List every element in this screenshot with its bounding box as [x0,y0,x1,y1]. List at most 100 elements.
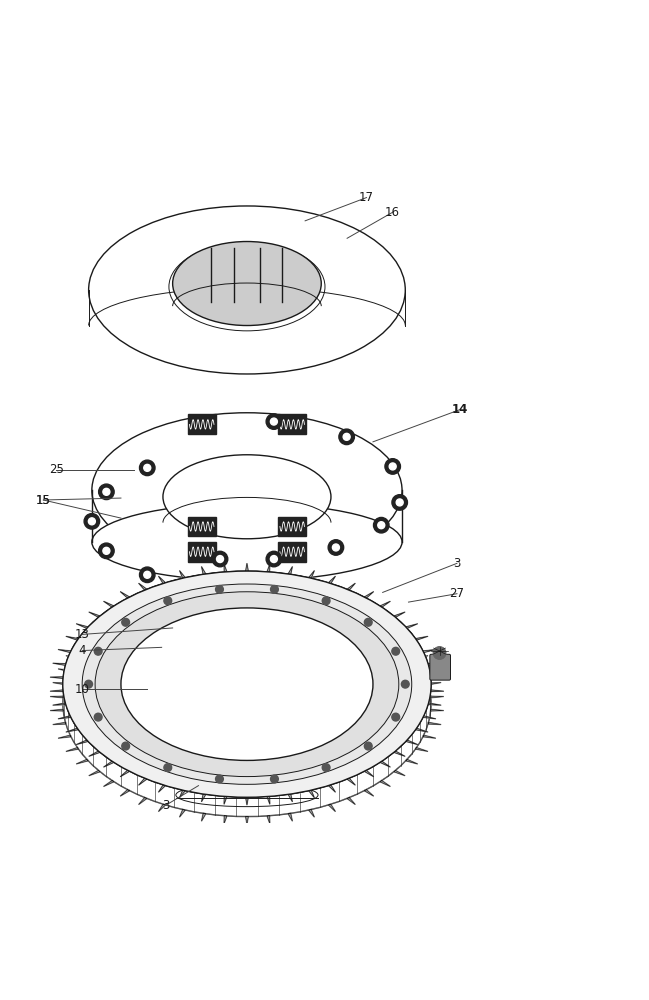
Polygon shape [401,735,418,746]
Text: 15: 15 [36,493,51,506]
Text: 14: 14 [452,403,469,416]
Ellipse shape [163,455,331,539]
Polygon shape [215,815,236,824]
Circle shape [144,571,151,578]
Polygon shape [411,633,428,645]
Polygon shape [357,766,374,777]
Polygon shape [120,786,137,796]
Polygon shape [258,815,279,824]
Polygon shape [339,583,357,593]
Polygon shape [320,782,339,792]
Text: 10: 10 [75,683,90,696]
Circle shape [140,567,155,583]
Circle shape [215,775,223,783]
Polygon shape [66,653,82,665]
Polygon shape [58,645,74,658]
Polygon shape [278,542,306,562]
Polygon shape [155,782,174,792]
Polygon shape [279,586,300,595]
Polygon shape [426,717,441,730]
FancyBboxPatch shape [430,654,450,680]
Ellipse shape [82,584,411,784]
Ellipse shape [63,571,431,797]
Circle shape [215,585,223,593]
Polygon shape [137,794,155,805]
Polygon shape [53,658,67,671]
Polygon shape [53,717,67,730]
Polygon shape [236,816,258,824]
Circle shape [323,764,330,771]
Circle shape [364,618,372,626]
Polygon shape [388,746,405,757]
Polygon shape [174,788,194,798]
Polygon shape [320,576,339,586]
Circle shape [332,544,339,551]
Circle shape [364,742,372,750]
Polygon shape [194,586,215,595]
Circle shape [378,522,385,529]
Ellipse shape [92,413,402,568]
Polygon shape [104,621,121,631]
Circle shape [103,488,110,495]
Polygon shape [373,621,390,631]
Polygon shape [373,776,390,786]
Polygon shape [388,611,405,622]
Polygon shape [300,788,320,798]
Ellipse shape [173,242,321,326]
Polygon shape [50,671,64,684]
Circle shape [99,484,114,500]
Polygon shape [357,592,374,602]
Polygon shape [236,563,258,571]
Polygon shape [411,742,428,754]
Polygon shape [401,622,418,633]
Circle shape [396,499,403,506]
Polygon shape [155,801,174,812]
Circle shape [164,764,172,771]
Polygon shape [77,754,93,766]
Ellipse shape [95,592,399,777]
Polygon shape [50,690,64,704]
Polygon shape [155,596,174,606]
Circle shape [88,518,95,525]
Polygon shape [89,766,106,776]
Circle shape [94,713,102,721]
Polygon shape [174,571,194,580]
Circle shape [392,647,400,655]
Circle shape [385,459,400,474]
Polygon shape [420,710,435,723]
Polygon shape [194,793,215,802]
Polygon shape [401,754,418,766]
Polygon shape [89,746,106,757]
Ellipse shape [89,206,405,374]
Ellipse shape [121,608,373,760]
Polygon shape [104,757,121,767]
Polygon shape [388,631,405,641]
Polygon shape [89,631,106,641]
Polygon shape [420,730,435,742]
Polygon shape [215,584,236,592]
Circle shape [271,418,277,425]
Polygon shape [420,645,435,658]
Polygon shape [278,517,306,536]
Circle shape [271,775,278,783]
Polygon shape [120,611,137,621]
Circle shape [433,647,446,659]
Polygon shape [174,807,194,817]
Polygon shape [174,590,194,600]
Circle shape [212,551,228,567]
Polygon shape [50,684,64,697]
Text: 25: 25 [49,463,64,476]
Circle shape [122,618,130,626]
Polygon shape [278,414,306,434]
Polygon shape [430,704,444,717]
Circle shape [401,680,409,688]
Circle shape [389,463,396,470]
Circle shape [94,647,102,655]
Circle shape [374,517,389,533]
Polygon shape [420,665,435,677]
Text: 3: 3 [162,799,170,812]
Text: 3: 3 [453,557,461,570]
Polygon shape [373,601,390,611]
Polygon shape [388,766,405,776]
Text: 16: 16 [385,206,400,219]
